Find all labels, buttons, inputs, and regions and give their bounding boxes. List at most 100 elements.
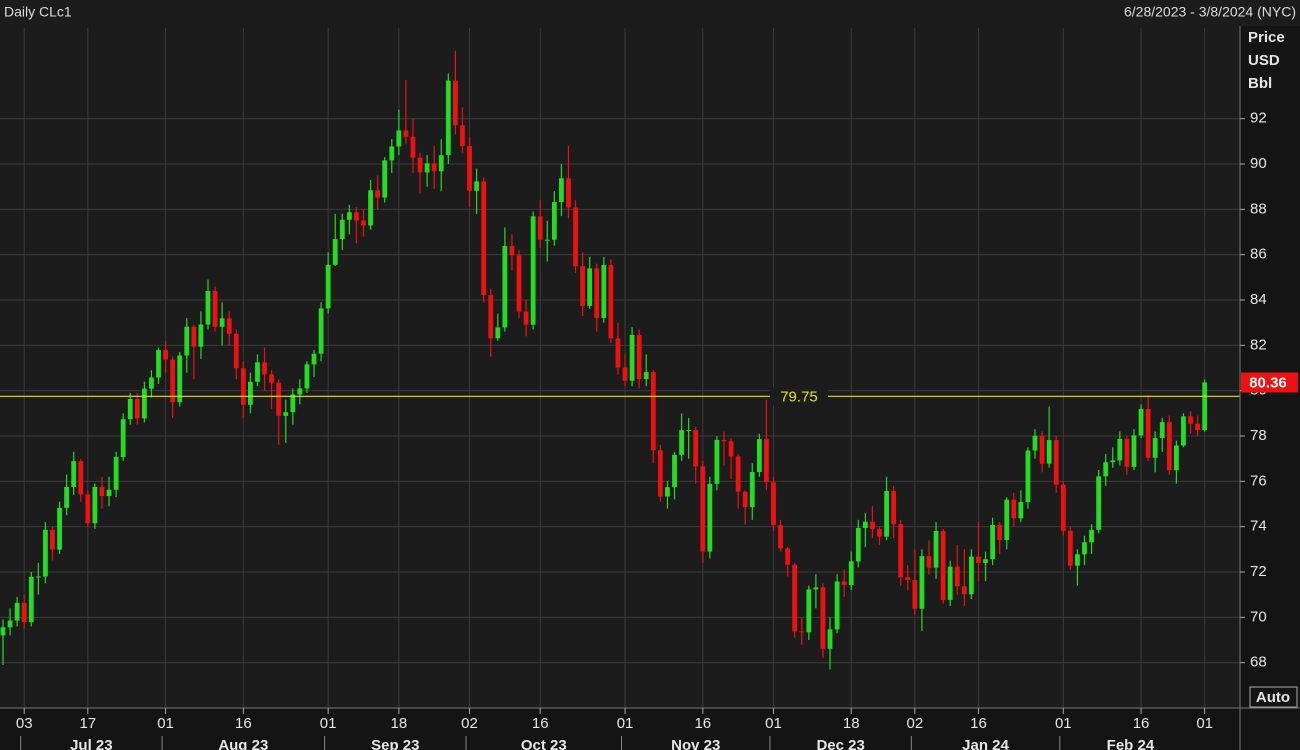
- candle-body: [778, 525, 783, 549]
- candle-body: [665, 487, 670, 497]
- candle-body: [488, 295, 494, 339]
- candle-body: [615, 338, 621, 368]
- candle-body: [396, 130, 402, 147]
- candle-body: [707, 483, 713, 552]
- candle-body: [1089, 529, 1094, 543]
- candle-body: [389, 146, 395, 161]
- candle-body: [382, 160, 388, 198]
- candle-body: [226, 318, 232, 334]
- x-tick-label: 03: [16, 715, 33, 732]
- candle-body: [862, 521, 868, 529]
- auto-button[interactable]: [1249, 686, 1298, 708]
- reference-label-bg: [770, 387, 828, 406]
- y-axis-label: USD: [1248, 52, 1280, 69]
- candle-body: [912, 579, 918, 609]
- month-label: Nov 23: [671, 737, 720, 750]
- candle-body: [21, 602, 27, 623]
- candle-body: [332, 239, 338, 265]
- candle-body: [1011, 499, 1017, 519]
- candle-body: [156, 349, 161, 378]
- candle-body: [940, 530, 946, 600]
- candle-body: [410, 136, 416, 158]
- candle-body: [523, 311, 529, 325]
- candle-body: [134, 399, 140, 419]
- candle-body: [721, 439, 727, 442]
- candle-body: [636, 334, 642, 380]
- candle-body: [375, 190, 381, 198]
- month-label: Jul 23: [70, 737, 113, 750]
- candle-body: [149, 377, 154, 389]
- x-tick-label: 17: [79, 715, 96, 732]
- month-label: Dec 23: [816, 737, 864, 750]
- candle-body: [629, 334, 635, 381]
- candle-body: [1046, 440, 1052, 464]
- candle-body: [693, 430, 699, 467]
- candle-body: [749, 472, 755, 508]
- candle-body: [346, 212, 352, 220]
- candle-body: [113, 457, 119, 490]
- candle-body: [891, 491, 897, 525]
- candle-body: [601, 265, 607, 318]
- candle-body: [78, 461, 84, 495]
- candle-body: [318, 308, 324, 354]
- candle-body: [290, 394, 296, 413]
- y-axis-label: Bbl: [1248, 75, 1272, 92]
- candle-body: [368, 190, 373, 226]
- y-axis-label: Price: [1248, 29, 1285, 46]
- month-label: Jan 24: [962, 737, 1009, 750]
- candle-body: [339, 219, 345, 240]
- y-tick-label: 82: [1250, 336, 1267, 353]
- candle-body: [997, 524, 1003, 541]
- candle-body: [417, 157, 423, 173]
- y-tick-label: 74: [1250, 518, 1267, 535]
- candle-body: [559, 178, 564, 203]
- candle-body: [1060, 484, 1066, 531]
- x-tick-label: 02: [907, 715, 924, 732]
- candle-body: [573, 207, 578, 267]
- y-tick-label: 84: [1250, 291, 1267, 308]
- x-tick-label: 01: [617, 715, 634, 732]
- candle-body: [424, 163, 430, 173]
- candle-body: [537, 216, 543, 240]
- candle-body: [848, 561, 854, 585]
- x-tick-label: 18: [390, 715, 407, 732]
- reference-label: 79.75: [780, 388, 818, 405]
- month-label: Feb 24: [1107, 737, 1155, 750]
- candle-body: [1082, 542, 1087, 555]
- candle-body: [877, 529, 882, 537]
- candle-body: [714, 439, 720, 484]
- candle-body: [954, 566, 960, 587]
- candle-body: [474, 181, 479, 191]
- candle-body: [1138, 409, 1144, 436]
- candle-body: [622, 367, 628, 381]
- candle-body: [608, 265, 614, 339]
- y-tick-label: 70: [1250, 608, 1267, 625]
- candle-body: [841, 581, 847, 585]
- candle-body: [933, 530, 939, 568]
- candle-body: [163, 349, 168, 360]
- candle-body: [905, 577, 911, 580]
- candle-body: [1103, 462, 1109, 477]
- candle-body: [1159, 422, 1165, 439]
- candle-body: [679, 430, 684, 455]
- candle-body: [764, 439, 769, 483]
- x-tick-label: 16: [1133, 715, 1150, 732]
- candle-body: [820, 587, 826, 649]
- header: [0, 0, 1300, 26]
- candle-body: [283, 412, 289, 416]
- plot: 79.75: [0, 50, 1240, 670]
- candle-body: [248, 381, 253, 405]
- candle-body: [1173, 445, 1179, 471]
- last-price-tag: [1241, 372, 1298, 393]
- candle-body: [990, 524, 995, 560]
- auto-button-label[interactable]: Auto: [1256, 689, 1290, 706]
- candle-body: [276, 382, 282, 416]
- candle-body: [728, 441, 734, 457]
- candle-body: [544, 239, 550, 241]
- candle-body: [650, 372, 656, 451]
- candle-body: [71, 461, 77, 487]
- y-tick-label: 76: [1250, 472, 1267, 489]
- candle-body: [106, 489, 112, 497]
- candle-body: [438, 155, 444, 172]
- candle-body: [481, 181, 487, 296]
